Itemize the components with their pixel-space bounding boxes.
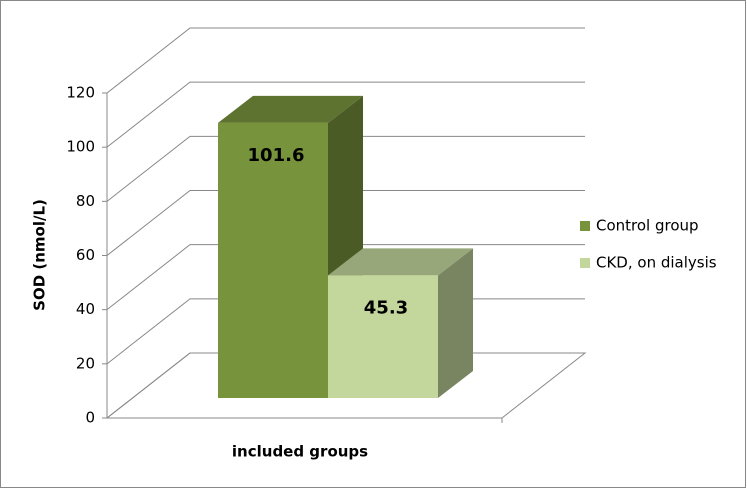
grid-line bbox=[106, 244, 585, 311]
y-tick-label: 60 bbox=[76, 246, 95, 264]
y-tick-label: 100 bbox=[66, 138, 95, 156]
legend-label: Control group bbox=[596, 217, 699, 235]
y-tick-label: 0 bbox=[85, 409, 95, 427]
y-tick-label: 40 bbox=[76, 300, 95, 318]
value-label: 45.3 bbox=[364, 297, 408, 318]
grid-line bbox=[106, 135, 585, 202]
y-tick-label: 80 bbox=[76, 192, 95, 210]
x-axis-title: included groups bbox=[232, 443, 368, 461]
bar-side bbox=[438, 248, 473, 398]
y-tick-label: 20 bbox=[76, 354, 95, 372]
grid-line bbox=[106, 81, 585, 148]
grid-line bbox=[106, 190, 585, 256]
value-label: 101.6 bbox=[248, 145, 305, 166]
bar bbox=[218, 122, 328, 398]
grid-line bbox=[106, 27, 585, 94]
y-axis-title: SOD (nmol/L) bbox=[31, 199, 49, 311]
bar-top bbox=[218, 95, 363, 123]
bar-top bbox=[328, 248, 473, 276]
legend-label: CKD, on dialysis bbox=[596, 254, 717, 272]
bar bbox=[328, 275, 438, 398]
legend-swatch bbox=[580, 221, 590, 231]
y-tick-label: 120 bbox=[66, 84, 95, 102]
legend-swatch bbox=[580, 258, 590, 268]
